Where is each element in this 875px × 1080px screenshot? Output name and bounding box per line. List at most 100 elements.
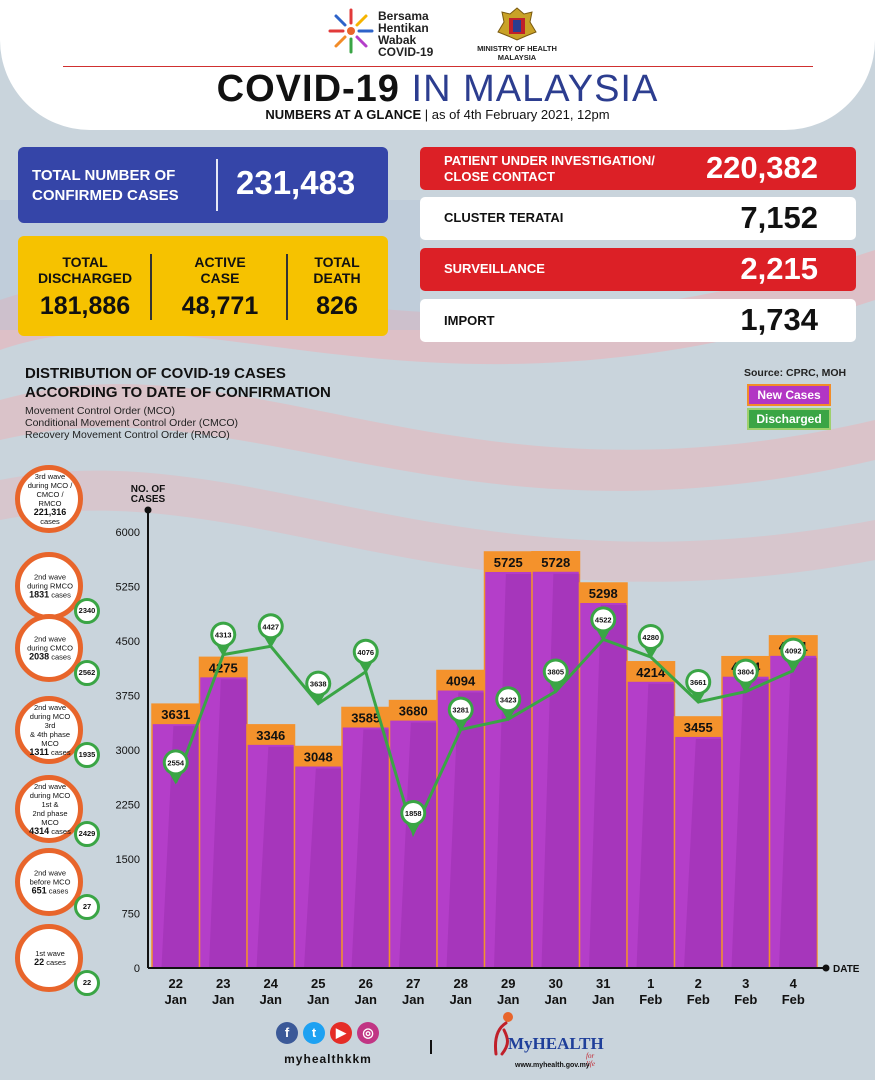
brand-tagline: for life [586, 1052, 595, 1068]
discharged-value-label: 4522 [595, 615, 612, 624]
x-tick-label: Jan [355, 992, 377, 1007]
summary-death: TOTAL DEATH 826 [290, 254, 384, 321]
summary-label: CASE [200, 270, 240, 286]
confirmed-value: 231,483 [236, 164, 356, 201]
bar-shade [209, 679, 247, 968]
discharged-pin [168, 772, 183, 785]
x-tick-label: Jan [307, 992, 329, 1007]
wave-line: before MCO [29, 877, 71, 887]
wave-circle: 2nd wave during MCO 3rd & 4th phase MCO 131… [15, 696, 83, 764]
logo-line: Bersama [378, 9, 429, 23]
category-label: SURVEILLANCE [444, 261, 545, 276]
wave-line: 2nd wave [33, 782, 67, 791]
page-title: COVID-19 IN MALAYSIA [0, 68, 875, 111]
distribution-title: DISTRIBUTION OF COVID-19 CASES ACCORDING… [25, 364, 331, 402]
wave-line: during CMCO [27, 643, 73, 653]
category-label: PATIENT UNDER INVESTIGATION/ CLOSE CONTA… [444, 153, 655, 185]
bar-value-label: 3631 [161, 707, 190, 722]
discharged-line [174, 637, 794, 838]
wave-line: during MCO 1st & [29, 791, 71, 809]
x-tick-label: Jan [212, 992, 234, 1007]
y-tick-label: 750 [122, 909, 140, 921]
bar-value-label: 5725 [494, 555, 523, 570]
myhealth-url: www.myhealth.gov.my [515, 1062, 590, 1069]
discharged-marker-inner [593, 609, 614, 630]
wave-unit: cases [49, 827, 71, 836]
instagram-icon[interactable]: ◎ [357, 1022, 379, 1044]
wave-line: & 4th phase MCO [29, 730, 71, 748]
wave-circle: 1st wave 22 cases [15, 924, 83, 992]
wave-count: 2038 [29, 651, 50, 662]
wave-circle: 2nd wave during RMCO 1831 cases [15, 552, 83, 620]
wave-unit: cases [49, 652, 71, 662]
x-axis-label: DATE [833, 964, 860, 975]
bar-value-label: 4094 [446, 674, 476, 689]
x-tick-label: Feb [687, 992, 710, 1007]
bar-label-box [532, 551, 580, 572]
wave-line: 2nd wave [33, 634, 67, 644]
summary-label: TOTAL [62, 254, 108, 270]
x-tick-label: 4 [790, 976, 798, 991]
bar-shade [351, 729, 390, 968]
campaign-logo-icon [328, 8, 374, 54]
summary-separator [150, 254, 152, 320]
mco-line: Recovery Movement Control Order (RMCO) [25, 429, 230, 441]
x-tick-label: 23 [216, 976, 230, 991]
x-axis-end [822, 964, 830, 972]
bar-shade [304, 768, 342, 968]
discharged-pin [406, 822, 421, 835]
summary-discharged: TOTAL DISCHARGED 181,886 [26, 254, 144, 321]
wave-count: 221,316 [33, 507, 67, 517]
x-tick-label: 26 [359, 976, 373, 991]
legend-discharged: Discharged [747, 408, 831, 430]
x-tick-label: 22 [169, 976, 183, 991]
wave-text: 2nd wave before MCO 651 cases [24, 869, 76, 896]
youtube-icon[interactable]: ▶ [330, 1022, 352, 1044]
x-tick-label: 27 [406, 976, 420, 991]
wave-discharged-badge: 27 [74, 894, 100, 920]
bar-value-label: 5728 [541, 555, 570, 570]
twitter-icon[interactable]: t [303, 1022, 325, 1044]
x-tick-label: Jan [402, 992, 424, 1007]
x-tick-label: Jan [165, 992, 187, 1007]
social-handle: myhealthkkm [284, 1052, 372, 1066]
wave-unit: cases [49, 590, 71, 600]
distribution-title-line: ACCORDING TO DATE OF CONFIRMATION [25, 384, 331, 401]
wave-unit: cases [40, 517, 60, 526]
discharged-value-label: 4313 [215, 631, 232, 640]
summary-active: ACTIVE CASE 48,771 [156, 254, 284, 321]
page-subtitle: NUMBERS AT A GLANCE | as of 4th February… [0, 107, 875, 122]
subtitle-bold: NUMBERS AT A GLANCE [265, 107, 422, 122]
bar-value-label: 3346 [256, 728, 285, 743]
myhealth-runner-icon [494, 1012, 513, 1056]
summary-label: DEATH [313, 270, 361, 286]
logo-line: COVID-19 [378, 45, 434, 59]
wave-line: 1st wave [35, 949, 65, 958]
wave-line: 2nd wave [33, 572, 67, 582]
wave-text: 2nd wave during CMCO 2038 cases [24, 635, 76, 662]
y-tick-label: 0 [134, 963, 140, 975]
discharged-marker-inner [260, 616, 281, 637]
cases-chart: 3631 4275 3346 3048 3585 3680 4094 5725 5728 5298… [116, 484, 860, 1007]
discharged-pin [216, 644, 231, 657]
wave-discharged-badge: 22 [74, 970, 100, 996]
facebook-icon[interactable]: f [276, 1022, 298, 1044]
ministry-line: MINISTRY OF HEALTH [477, 44, 557, 53]
discharged-pin [643, 646, 658, 659]
summary-value: 181,886 [39, 292, 131, 320]
bar-label-box [437, 670, 485, 691]
ministry-label: MINISTRY OF HEALTH MALAYSIA [472, 44, 562, 62]
discharged-pin [263, 636, 278, 649]
wave-count: 22 [34, 957, 45, 967]
wave-text: 2nd wave during MCO 3rd & 4th phase MCO 131… [24, 703, 76, 757]
discharged-marker-inner [783, 640, 804, 661]
x-tick-label: 1 [647, 976, 654, 991]
bar-shade [589, 605, 627, 968]
wave-unit: cases [46, 886, 69, 896]
y-tick-label: 3750 [116, 691, 140, 703]
discharged-value-label: 3281 [452, 706, 469, 715]
discharged-pin [311, 693, 326, 706]
x-tick-label: Jan [260, 992, 282, 1007]
x-tick-label: Feb [734, 992, 757, 1007]
wave-circle: 2nd wave before MCO 651 cases [15, 848, 83, 916]
